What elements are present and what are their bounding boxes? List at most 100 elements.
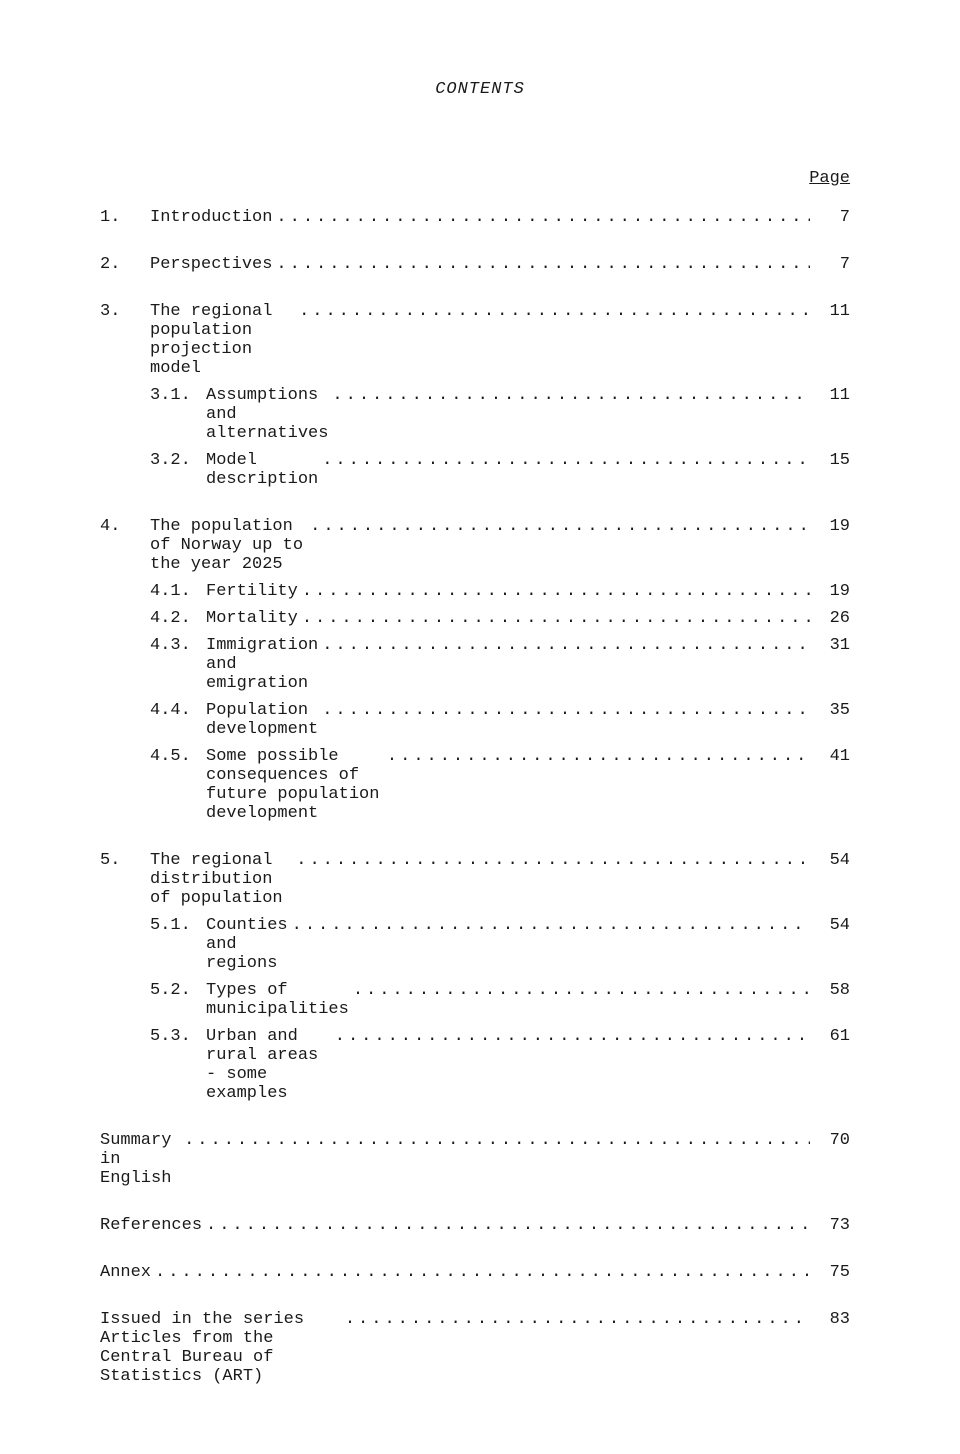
toc-entry-text: Issued in the series Articles from the C…: [100, 1310, 341, 1386]
toc-entry-text: Assumptions and alternatives: [206, 386, 328, 443]
toc-entry-subnumber: 3.2.: [150, 451, 206, 470]
toc-entry-subnumber: 4.5.: [150, 747, 206, 766]
toc-section: 5.The regional distribution of populatio…: [100, 851, 860, 1103]
toc-entry-subnumber: 5.3.: [150, 1027, 206, 1046]
table-of-contents: 1.Introduction72.Perspectives73.The regi…: [100, 208, 860, 1386]
toc-entry-page: 31: [810, 636, 860, 655]
toc-entry: 4.4.Population development 35: [100, 701, 860, 739]
toc-entry-page: 15: [810, 451, 860, 470]
toc-entry-page: 83: [810, 1310, 860, 1329]
toc-entry-subnumber: 3.1.: [150, 386, 206, 405]
leader-dots: [306, 517, 810, 536]
toc-entry-subnumber: 4.2.: [150, 609, 206, 628]
toc-entry-page: 58: [810, 981, 860, 1000]
toc-entry: 5.The regional distribution of populatio…: [100, 851, 860, 908]
toc-section: 2.Perspectives 7: [100, 255, 860, 274]
toc-entry: 4.3.Immigration and emigration 31: [100, 636, 860, 693]
leader-dots: [341, 1310, 810, 1329]
toc-entry: 3.The regional population projection mod…: [100, 302, 860, 378]
toc-entry-text: Population development: [206, 701, 318, 739]
toc-entry-text: The population of Norway up to the year …: [150, 517, 306, 574]
toc-entry: Summary in English 70: [100, 1131, 860, 1188]
toc-section: 3.The regional population projection mod…: [100, 302, 860, 489]
leader-dots: [383, 747, 810, 766]
leader-dots: [298, 609, 810, 628]
leader-dots: [272, 255, 810, 274]
toc-entry: 1.Introduction7: [100, 208, 860, 227]
leader-dots: [298, 582, 810, 601]
toc-entry-page: 75: [810, 1263, 860, 1282]
toc-entry-number: 2.: [100, 255, 150, 274]
toc-entry-text: Types of municipalities: [206, 981, 349, 1019]
toc-entry-number: 5.: [100, 851, 150, 870]
toc-entry-text: The regional distribution of population: [150, 851, 292, 908]
leader-dots: [292, 851, 810, 870]
toc-entry-page: 11: [810, 302, 860, 321]
toc-entry-text: Fertility: [206, 582, 298, 601]
leader-dots: [318, 701, 810, 720]
toc-entry-text: Counties and regions: [206, 916, 288, 973]
toc-section: Summary in English 70: [100, 1131, 860, 1188]
toc-entry: 2.Perspectives 7: [100, 255, 860, 274]
toc-entry-subnumber: 5.1.: [150, 916, 206, 935]
toc-entry: 4.1.Fertility 19: [100, 582, 860, 601]
toc-section: Issued in the series Articles from the C…: [100, 1310, 860, 1386]
toc-entry-page: 7: [810, 255, 860, 274]
toc-entry-subnumber: 4.4.: [150, 701, 206, 720]
toc-entry: 4.5.Some possible consequences of future…: [100, 747, 860, 823]
toc-section: Annex75: [100, 1263, 860, 1282]
leader-dots: [349, 981, 810, 1000]
contents-title: CONTENTS: [100, 80, 860, 99]
toc-entry: Issued in the series Articles from the C…: [100, 1310, 860, 1386]
toc-entry-text: The regional population projection model: [150, 302, 295, 378]
leader-dots: [202, 1216, 810, 1235]
toc-entry: 4.2.Mortality 26: [100, 609, 860, 628]
toc-entry: Annex75: [100, 1263, 860, 1282]
toc-entry-page: 70: [810, 1131, 860, 1150]
toc-entry-subnumber: 4.3.: [150, 636, 206, 655]
toc-section: 1.Introduction7: [100, 208, 860, 227]
leader-dots: [295, 302, 810, 321]
leader-dots: [331, 1027, 810, 1046]
toc-entry-page: 54: [810, 851, 860, 870]
leader-dots: [318, 451, 810, 470]
toc-section: 4.The population of Norway up to the yea…: [100, 517, 860, 823]
toc-entry-page: 26: [810, 609, 860, 628]
toc-entry-text: Some possible consequences of future pop…: [206, 747, 383, 823]
toc-entry-text: Mortality: [206, 609, 298, 628]
toc-entry-text: Introduction: [150, 208, 272, 227]
toc-entry-text: Immigration and emigration: [206, 636, 318, 693]
toc-section: References 73: [100, 1216, 860, 1235]
toc-entry-page: 41: [810, 747, 860, 766]
toc-entry: References 73: [100, 1216, 860, 1235]
leader-dots: [328, 386, 810, 405]
toc-entry: 3.1.Assumptions and alternatives 11: [100, 386, 860, 443]
toc-entry-page: 19: [810, 517, 860, 536]
leader-dots: [288, 916, 810, 935]
toc-entry-text: Perspectives: [150, 255, 272, 274]
toc-entry-page: 73: [810, 1216, 860, 1235]
toc-entry-page: 11: [810, 386, 860, 405]
toc-entry-page: 54: [810, 916, 860, 935]
toc-entry: 5.2.Types of municipalities 58: [100, 981, 860, 1019]
toc-entry: 5.1.Counties and regions 54: [100, 916, 860, 973]
toc-entry-text: Urban and rural areas - some examples: [206, 1027, 331, 1103]
toc-entry-subnumber: 4.1.: [150, 582, 206, 601]
toc-entry-page: 7: [810, 208, 860, 227]
toc-entry-number: 4.: [100, 517, 150, 536]
toc-entry: 4.The population of Norway up to the yea…: [100, 517, 860, 574]
leader-dots: [151, 1263, 810, 1282]
toc-entry-subnumber: 5.2.: [150, 981, 206, 1000]
toc-entry: 5.3.Urban and rural areas - some example…: [100, 1027, 860, 1103]
toc-entry-page: 19: [810, 582, 860, 601]
toc-entry-page: 35: [810, 701, 860, 720]
page: CONTENTS Page 1.Introduction72.Perspecti…: [0, 0, 960, 1454]
leader-dots: [180, 1131, 810, 1150]
toc-entry: 3.2.Model description 15: [100, 451, 860, 489]
toc-entry-text: Model description: [206, 451, 318, 489]
page-column-header: Page: [100, 169, 860, 188]
toc-entry-page: 61: [810, 1027, 860, 1046]
leader-dots: [272, 208, 810, 227]
toc-entry-text: References: [100, 1216, 202, 1235]
toc-entry-text: Summary in English: [100, 1131, 180, 1188]
